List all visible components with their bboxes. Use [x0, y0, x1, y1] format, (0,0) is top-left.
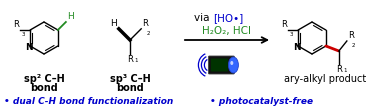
Text: R: R [281, 20, 287, 29]
Text: H₂O₂, HCl: H₂O₂, HCl [203, 26, 251, 36]
Text: sp³ C–H: sp³ C–H [110, 74, 150, 84]
Text: 2: 2 [146, 31, 150, 36]
FancyBboxPatch shape [211, 58, 228, 71]
Text: R: R [336, 65, 342, 74]
Text: 2: 2 [352, 43, 355, 48]
Text: sp² C–H: sp² C–H [23, 74, 64, 84]
Text: R: R [142, 19, 148, 28]
Text: N: N [293, 42, 301, 52]
Text: via: via [194, 13, 213, 23]
Text: R: R [127, 55, 133, 64]
Text: 1: 1 [134, 58, 138, 63]
Text: N: N [25, 42, 33, 52]
Text: 3: 3 [289, 32, 293, 37]
Text: 3: 3 [21, 32, 25, 37]
Text: [HO•]: [HO•] [213, 13, 243, 23]
Text: • photocatalyst-free: • photocatalyst-free [210, 97, 313, 106]
FancyBboxPatch shape [208, 56, 234, 74]
Text: 1: 1 [343, 68, 346, 73]
Text: • dual C-H bond functionalization: • dual C-H bond functionalization [4, 97, 173, 106]
Text: H: H [110, 19, 117, 28]
Text: bond: bond [30, 83, 58, 93]
Text: ary-alkyl product: ary-alkyl product [284, 74, 366, 84]
Text: R: R [348, 31, 354, 40]
Text: H: H [67, 12, 74, 21]
Ellipse shape [230, 61, 233, 65]
Text: bond: bond [116, 83, 144, 93]
Ellipse shape [228, 57, 239, 73]
Text: R: R [13, 20, 19, 29]
